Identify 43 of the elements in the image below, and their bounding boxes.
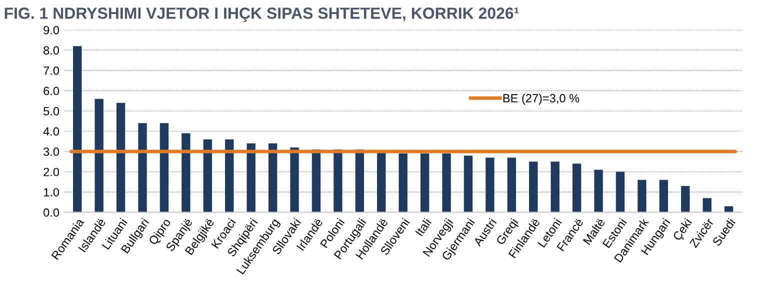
bar [334, 150, 342, 212]
y-tick-label: 1.0 [44, 188, 60, 196]
bar [355, 150, 364, 212]
y-tick-label: 6.0 [44, 86, 60, 96]
y-tick-label: 7.0 [44, 66, 60, 75]
bar [94, 98, 104, 212]
bar [290, 147, 299, 212]
bar [572, 164, 582, 212]
y-tick-label: 8.0 [44, 46, 60, 55]
bar [73, 46, 82, 212]
y-tick-label: 4.0 [43, 127, 60, 136]
bar [594, 170, 603, 212]
bar [203, 139, 212, 212]
y-tick-label: 0.0 [44, 208, 60, 217]
chart-title: FIG. 1 NDRYSHIMI VJETOR I IHÇK SIPAS SHTETEVE, KORRIK 2026¹ [4, 8, 519, 22]
bar [442, 154, 451, 212]
bar [486, 158, 494, 212]
y-tick-label: 2.0 [44, 168, 60, 176]
bar [616, 172, 625, 212]
y-tick-label: 9.0 [44, 26, 60, 34]
bar [638, 180, 646, 212]
bar [550, 162, 560, 212]
bar [681, 186, 690, 212]
bar [702, 198, 712, 212]
bar [659, 180, 668, 212]
bar [160, 123, 169, 212]
legend-label: BE (27)=3,0 % [503, 94, 580, 105]
bar [420, 154, 430, 212]
bar [268, 143, 278, 212]
bar [312, 150, 321, 212]
bar [116, 102, 126, 212]
bar [225, 139, 234, 212]
bar [507, 158, 516, 212]
bar [182, 133, 190, 212]
bar [724, 206, 734, 212]
y-tick-label: 3.0 [44, 148, 60, 156]
bar [377, 152, 386, 212]
bar [246, 143, 256, 212]
bar [464, 156, 473, 212]
bar [529, 162, 538, 212]
bar [138, 123, 147, 212]
y-tick-label: 5.0 [44, 107, 60, 116]
bar [398, 154, 408, 212]
